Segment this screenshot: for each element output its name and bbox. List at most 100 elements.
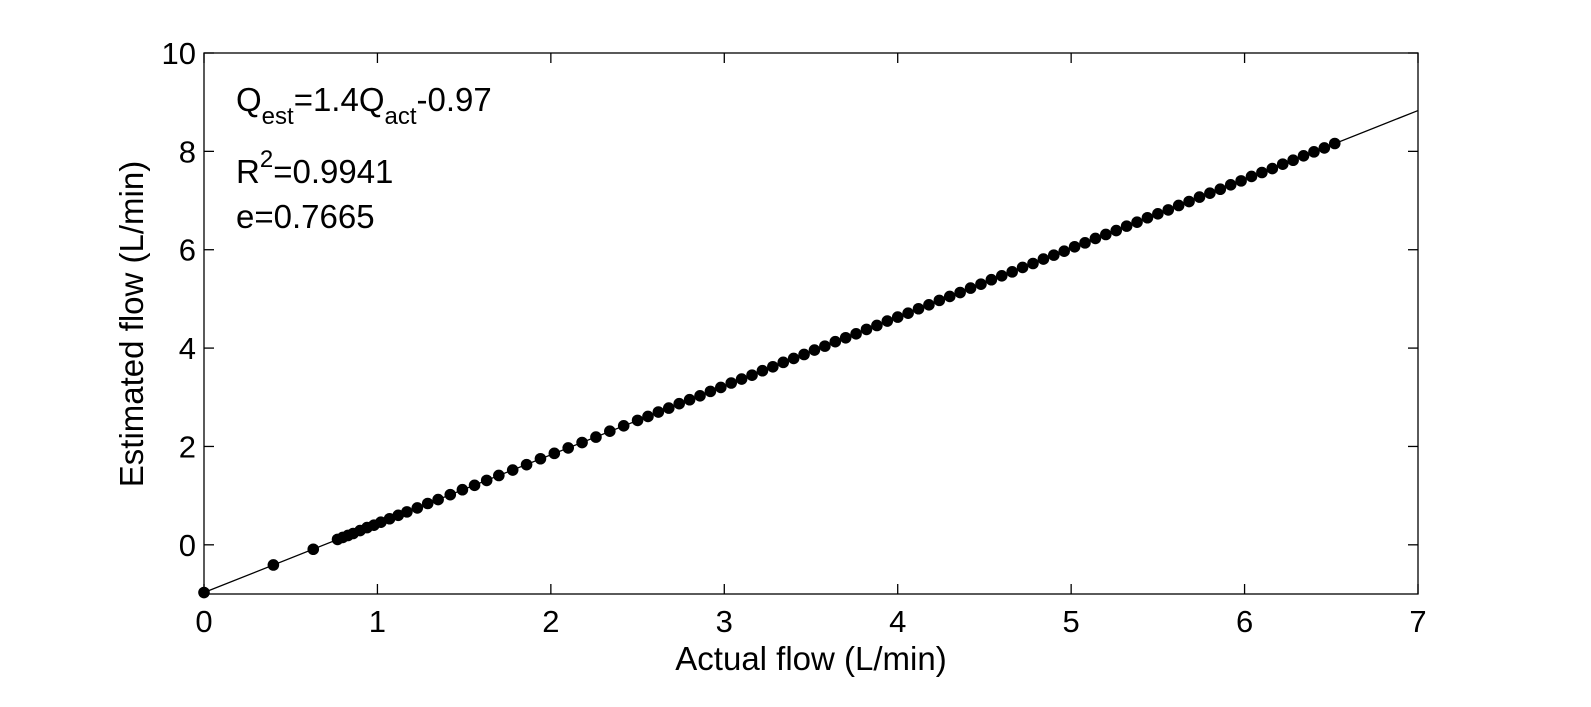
data-point-0-83: [1172, 199, 1185, 212]
x-tick-label-4: 4: [889, 604, 906, 639]
x-tick-label-5: 5: [1063, 604, 1080, 639]
data-point-0-56: [891, 311, 904, 323]
data-point-0-75: [1089, 232, 1102, 245]
data-point-0-72: [1058, 245, 1071, 258]
data-point-0-55: [881, 315, 894, 327]
data-point-0-20: [480, 474, 493, 487]
data-point-0-64: [975, 278, 987, 290]
data-point-0-43: [756, 364, 769, 377]
data-point-0-82: [1162, 204, 1175, 216]
data-point-0-85: [1193, 191, 1206, 203]
data-point-0-92: [1266, 162, 1279, 175]
equation-middle: =1.4Q: [294, 81, 385, 118]
r-squared-annotation: R2=0.9941: [236, 146, 393, 190]
data-point-0-16: [432, 493, 444, 506]
data-point-0-27: [576, 436, 588, 449]
data-point-0-68: [1016, 261, 1029, 274]
data-point-0-32: [642, 410, 654, 423]
data-point-0-48: [808, 344, 821, 356]
data-point-0-52: [850, 328, 862, 340]
data-point-0-33: [652, 406, 665, 418]
data-point-0-59: [923, 299, 935, 311]
data-point-0-91: [1256, 166, 1268, 179]
data-point-0-93: [1276, 158, 1289, 170]
data-point-0-79: [1131, 216, 1143, 228]
x-tick-label-3: 3: [716, 604, 733, 639]
data-point-0-58: [912, 302, 925, 315]
data-point-0-37: [694, 389, 706, 402]
data-point-0-2: [307, 543, 320, 556]
x-tick-label-6: 6: [1236, 604, 1253, 639]
data-point-0-87: [1214, 183, 1227, 196]
plot-frame: [203, 52, 1419, 595]
data-point-0-74: [1079, 237, 1091, 249]
data-point-0-96: [1308, 146, 1320, 158]
data-point-0-90: [1245, 170, 1258, 183]
data-point-0-42: [746, 369, 758, 381]
data-point-0-45: [777, 356, 790, 369]
data-point-0-84: [1183, 195, 1195, 208]
equation-q: Q: [236, 81, 262, 118]
data-point-0-22: [506, 464, 519, 476]
data-point-0-35: [673, 397, 685, 410]
data-point-0-70: [1037, 253, 1050, 265]
data-point-0-65: [985, 273, 998, 286]
data-point-0-39: [715, 381, 727, 394]
data-point-0-40: [725, 377, 738, 389]
data-point-0-66: [995, 269, 1008, 282]
r-symbol: R: [236, 153, 260, 190]
x-tick-label-7: 7: [1409, 604, 1426, 639]
data-point-0-36: [683, 393, 696, 406]
x-tick-label-1: 1: [369, 604, 386, 639]
r-superscript: 2: [260, 146, 273, 173]
data-point-0-78: [1120, 220, 1133, 232]
data-point-0-61: [943, 290, 956, 303]
data-point-0-29: [604, 425, 616, 438]
data-point-0-21: [493, 469, 505, 482]
data-point-0-34: [662, 402, 675, 414]
data-point-0-14: [411, 502, 424, 514]
data-point-0-54: [871, 319, 883, 332]
r-squared-value: =0.9941: [273, 153, 393, 190]
data-point-0-60: [933, 294, 946, 307]
y-axis-label: Estimated flow (L/min): [113, 161, 150, 487]
data-point-0-47: [798, 348, 810, 361]
data-point-0-15: [421, 497, 434, 510]
data-point-0-18: [456, 483, 469, 496]
data-point-0-17: [444, 488, 457, 501]
data-point-0-1: [267, 559, 280, 571]
data-point-0-97: [1318, 142, 1331, 154]
y-tick-label-5: 10: [162, 36, 196, 71]
x-axis-label: Actual flow (L/min): [675, 640, 946, 677]
data-point-0-46: [787, 352, 800, 365]
data-point-0-26: [562, 442, 574, 454]
tick-labels: 0 1 2 3 4 5 6 7 0 2 4 6 8 10: [162, 36, 1427, 639]
data-point-0-80: [1141, 211, 1154, 224]
data-point-0-77: [1110, 224, 1123, 237]
data-point-0-62: [954, 286, 966, 299]
data-point-0-86: [1204, 187, 1216, 199]
data-point-0-44: [767, 360, 779, 373]
data-point-0-71: [1048, 249, 1060, 261]
data-point-0-73: [1068, 240, 1081, 253]
equation-intercept: -0.97: [417, 81, 492, 118]
data-point-0-69: [1027, 257, 1039, 270]
data-point-0-25: [548, 447, 561, 460]
data-point-0-98: [1328, 137, 1341, 150]
data-point-0-30: [617, 419, 630, 432]
data-point-0-51: [839, 331, 852, 344]
data-point-0-89: [1235, 175, 1247, 187]
y-tick-label-3: 6: [179, 233, 196, 268]
equation-annotation: Qest=1.4Qact-0.97: [236, 81, 492, 130]
data-point-0-67: [1006, 266, 1018, 278]
data-points: [198, 137, 1341, 599]
y-tick-label-2: 4: [179, 331, 196, 366]
x-tick-label-2: 2: [542, 604, 559, 639]
y-tick-label-1: 2: [179, 429, 196, 464]
data-point-0-28: [590, 431, 602, 443]
y-tick-label-0: 0: [179, 528, 196, 563]
y-tick-label-4: 8: [179, 134, 196, 169]
data-point-0-63: [964, 282, 977, 294]
data-point-0-76: [1100, 228, 1112, 241]
